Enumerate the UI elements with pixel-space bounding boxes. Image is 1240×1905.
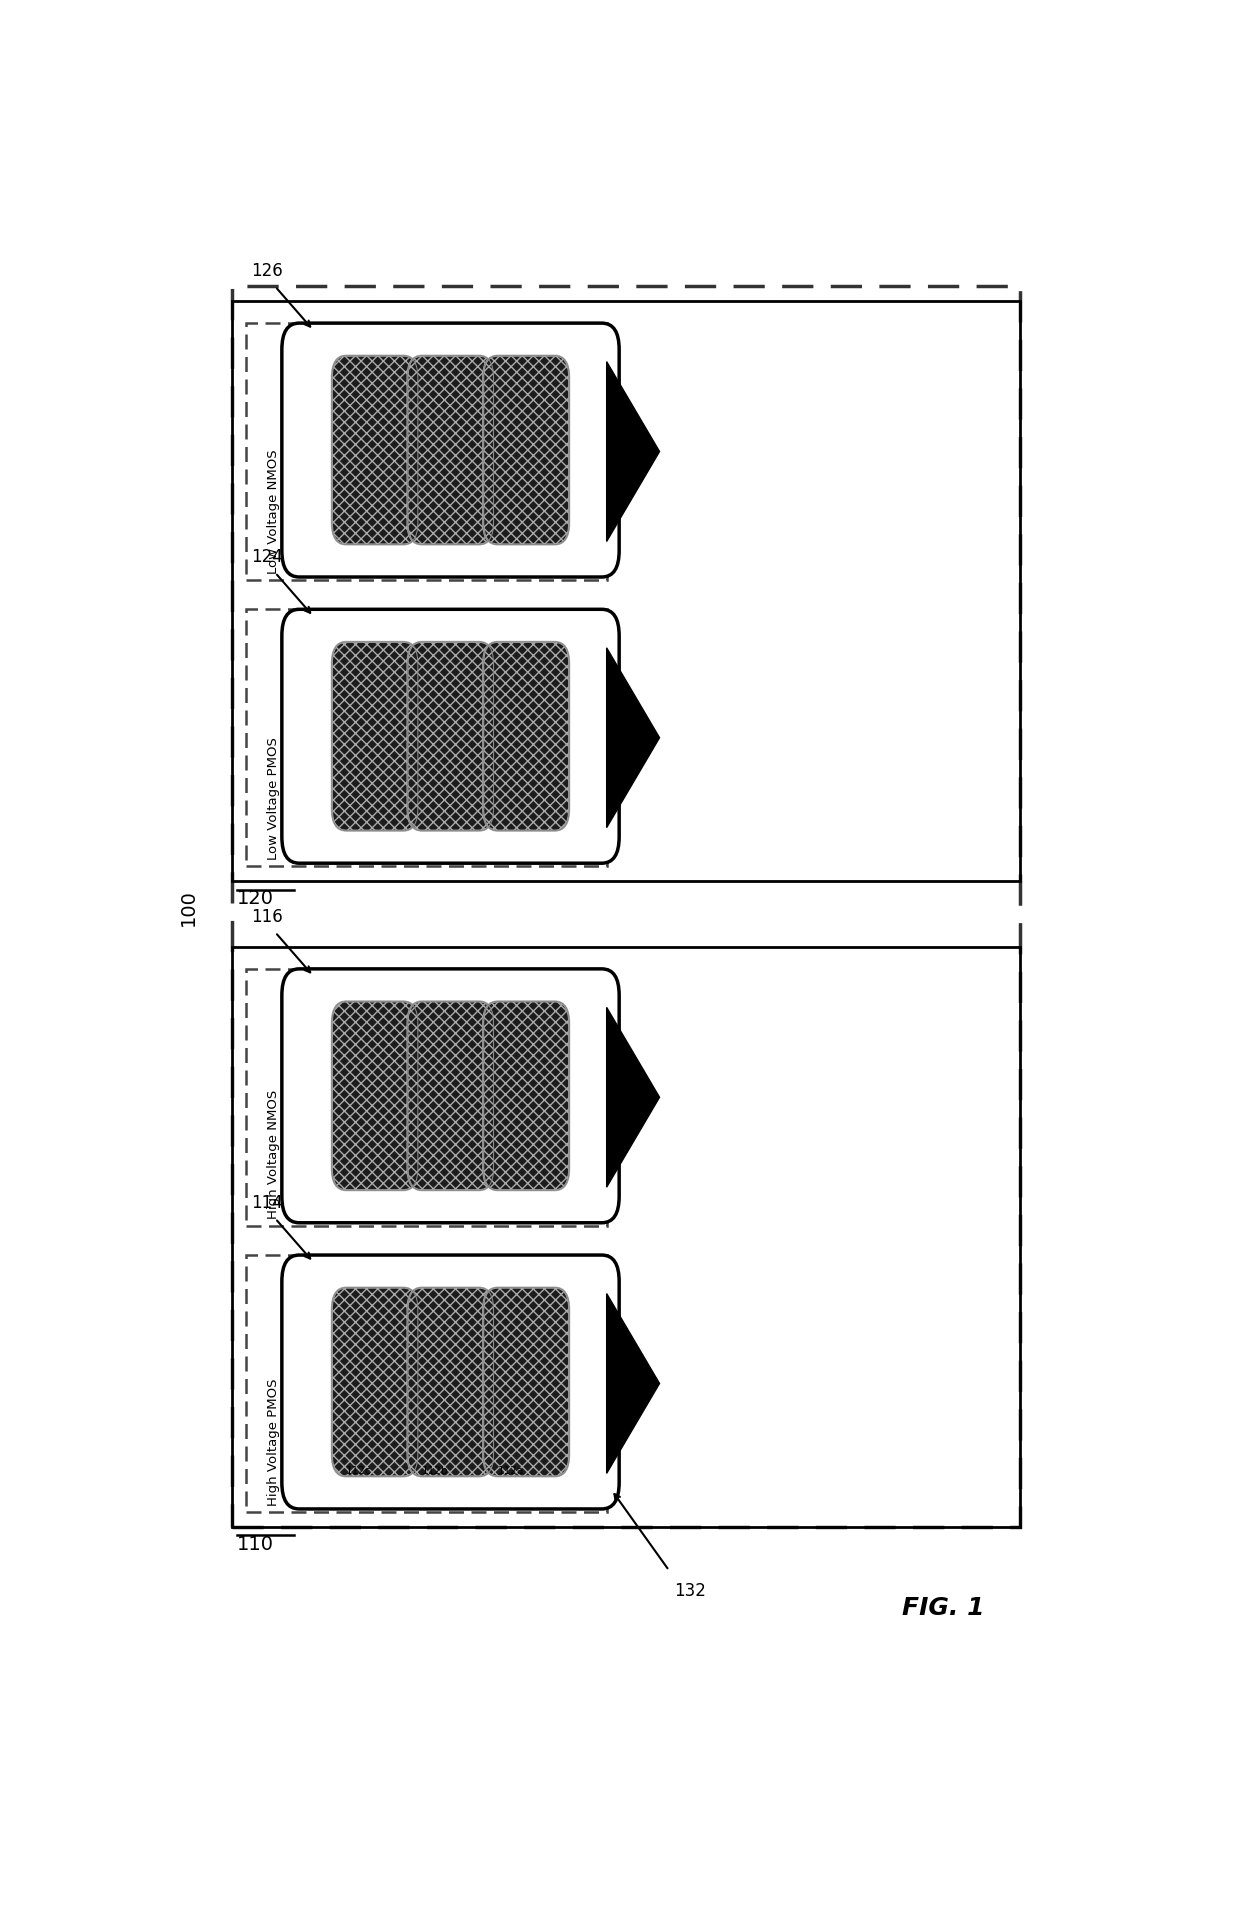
Bar [232, 947, 1019, 1526]
Bar [232, 303, 1019, 882]
FancyBboxPatch shape [332, 1002, 418, 1191]
FancyBboxPatch shape [408, 1002, 494, 1191]
FancyBboxPatch shape [281, 324, 619, 577]
Text: 100: 100 [179, 888, 198, 926]
Text: 112a: 112a [497, 1465, 523, 1476]
Bar [232, 288, 1019, 1526]
FancyBboxPatch shape [484, 356, 569, 545]
FancyBboxPatch shape [281, 610, 619, 863]
Text: High Voltage NMOS: High Voltage NMOS [268, 1090, 280, 1219]
FancyBboxPatch shape [484, 1288, 569, 1476]
Text: 126: 126 [250, 263, 283, 280]
FancyBboxPatch shape [408, 1288, 494, 1476]
FancyBboxPatch shape [281, 970, 619, 1223]
Text: 124: 124 [250, 549, 283, 566]
FancyBboxPatch shape [332, 642, 418, 831]
Bar [247, 610, 606, 867]
Polygon shape [606, 1008, 660, 1187]
Text: FIG. 1: FIG. 1 [901, 1596, 985, 1619]
FancyBboxPatch shape [484, 1002, 569, 1191]
Polygon shape [606, 1293, 660, 1474]
FancyBboxPatch shape [408, 642, 494, 831]
Text: 116: 116 [250, 907, 283, 926]
Text: 112b: 112b [422, 1465, 449, 1476]
Text: High Voltage PMOS: High Voltage PMOS [268, 1377, 280, 1505]
Text: Low Voltage PMOS: Low Voltage PMOS [268, 737, 280, 859]
FancyBboxPatch shape [484, 642, 569, 831]
Text: 120: 120 [237, 888, 274, 907]
Bar [247, 970, 606, 1227]
Polygon shape [606, 362, 660, 543]
Polygon shape [606, 648, 660, 829]
Text: 114: 114 [250, 1193, 283, 1212]
FancyBboxPatch shape [332, 356, 418, 545]
FancyBboxPatch shape [281, 1255, 619, 1509]
Text: Low Voltage NMOS: Low Voltage NMOS [268, 450, 280, 573]
FancyBboxPatch shape [332, 1288, 418, 1476]
Text: 132: 132 [675, 1581, 706, 1598]
FancyBboxPatch shape [408, 356, 494, 545]
Text: 110: 110 [237, 1534, 274, 1553]
Bar [247, 324, 606, 581]
Text: 112c: 112c [346, 1465, 372, 1476]
Bar [247, 1255, 606, 1513]
